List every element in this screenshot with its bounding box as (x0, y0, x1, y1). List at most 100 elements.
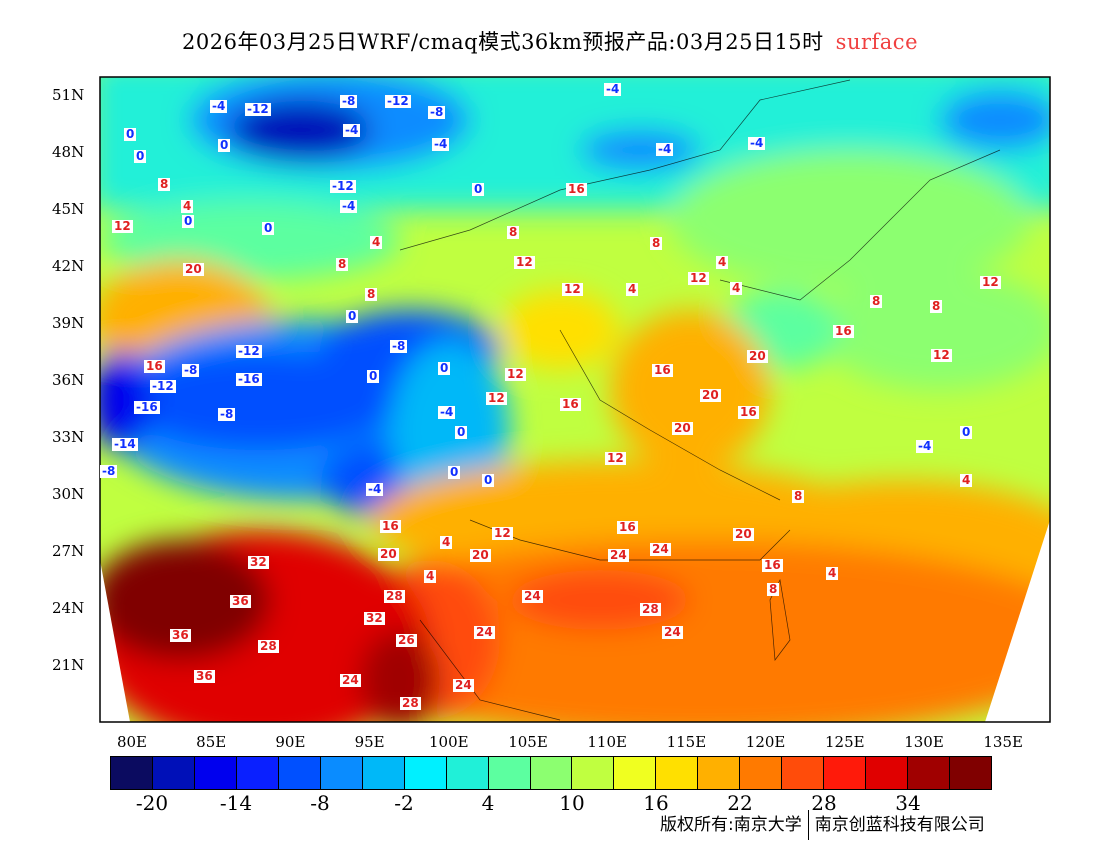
contour-label: 24 (662, 625, 683, 639)
contour-label: -4 (210, 99, 228, 113)
contour-label: -8 (100, 464, 118, 478)
contour-label: -4 (916, 439, 934, 453)
contour-label: 16 (833, 324, 854, 338)
lon-tick-label: 120E (745, 733, 786, 751)
contour-label: 16 (652, 363, 673, 377)
contour-label: 36 (194, 669, 215, 683)
contour-label: -4 (366, 482, 384, 496)
colorbar-swatch (866, 757, 909, 789)
colorbar-tick-label: 4 (481, 791, 495, 815)
contour-label: 12 (505, 367, 526, 381)
contour-label: 8 (930, 299, 943, 313)
colorbar-swatch (446, 757, 489, 789)
contour-label: 24 (650, 542, 671, 556)
contour-label: 20 (672, 421, 693, 435)
contour-label: 16 (380, 519, 401, 533)
level-label: surface (835, 30, 918, 54)
colorbar-swatch (614, 757, 657, 789)
contour-label: 4 (440, 535, 453, 549)
colorbar-swatch (236, 757, 279, 789)
contour-label: 32 (364, 611, 385, 625)
contour-label: 8 (767, 582, 780, 596)
contour-label: 20 (747, 349, 768, 363)
contour-label: 0 (262, 221, 275, 235)
copyright-text: 版权所有:南京大学 (660, 815, 802, 835)
temperature-field (100, 77, 1050, 722)
colorbar-tick-label: 28 (811, 791, 837, 815)
lon-tick-label: 85E (196, 733, 227, 751)
contour-label: 0 (367, 369, 380, 383)
lon-tick-label: 125E (825, 733, 865, 751)
contour-label: 12 (562, 282, 583, 296)
contour-label: -4 (604, 82, 622, 96)
contour-label: 12 (605, 451, 626, 465)
contour-label: 4 (716, 255, 729, 269)
contour-label: 24 (522, 589, 543, 603)
boundary-lines (399, 79, 1001, 721)
colorbar-swatch (572, 757, 615, 789)
lat-tick-label: 39N (52, 314, 85, 332)
contour-label: 20 (378, 547, 399, 561)
contour-label: 24 (608, 548, 629, 562)
lon-tick-label: 130E (904, 733, 944, 751)
contour-label: 0 (472, 182, 485, 196)
colorbar-tick-label: 34 (895, 791, 921, 815)
contour-label: 12 (514, 255, 535, 269)
colorbar-swatch (404, 757, 447, 789)
contour-label: -8 (182, 363, 200, 377)
contour-label: 32 (248, 555, 269, 569)
contour-label: 0 (438, 361, 451, 375)
colorbar-tick-label: -20 (135, 791, 169, 815)
contour-label: -12 (245, 102, 271, 116)
contour-label: -8 (390, 339, 408, 353)
contour-label: 20 (183, 262, 204, 276)
lat-tick-label: 27N (52, 542, 85, 560)
contour-label: 12 (980, 275, 1001, 289)
contour-label: 4 (181, 199, 194, 213)
map-title: 2026年03月25日WRF/cmaq模式36km预报产品:03月25日15时 s… (0, 26, 1100, 56)
lon-tick-label: 135E (983, 733, 1023, 751)
colorbar-tick-label: -8 (310, 791, 330, 815)
contour-label: -8 (428, 105, 446, 119)
lat-tick-label: 42N (52, 257, 85, 275)
colorbar (110, 756, 992, 790)
contour-label: 24 (340, 673, 361, 687)
contour-label: 16 (560, 397, 581, 411)
contour-label: -12 (330, 179, 356, 193)
contour-label: 36 (230, 594, 251, 608)
contour-label: -8 (340, 94, 358, 108)
contour-label: -16 (236, 372, 262, 386)
contour-label: 8 (336, 257, 349, 271)
contour-label: -14 (112, 437, 138, 451)
contour-label: 4 (370, 235, 383, 249)
title-text: 2026年03月25日WRF/cmaq模式36km预报产品:03月25日15时 (182, 30, 824, 54)
lat-tick-label: 36N (52, 371, 85, 389)
colorbar-tick-label: 10 (559, 791, 585, 815)
contour-label: 12 (688, 271, 709, 285)
colorbar-tick-label: 16 (643, 791, 669, 815)
contour-label: 28 (384, 589, 405, 603)
contour-label: -12 (236, 344, 262, 358)
contour-label: 28 (640, 602, 661, 616)
lon-tick-label: 95E (354, 733, 385, 751)
lat-tick-label: 21N (52, 656, 85, 674)
copyright-footer: 版权所有:南京大学 南京创蓝科技有限公司 (660, 810, 985, 840)
contour-label: 4 (424, 569, 437, 583)
colorbar-swatch (950, 757, 992, 789)
contour-label: 16 (738, 405, 759, 419)
colorbar-tick-label: -14 (219, 791, 253, 815)
colorbar-swatch (908, 757, 951, 789)
contour-label: 0 (134, 149, 147, 163)
colorbar-swatch (824, 757, 867, 789)
contour-label: 26 (396, 633, 417, 647)
contour-label: -4 (343, 123, 361, 137)
lat-tick-label: 24N (52, 599, 85, 617)
lon-tick-label: 115E (666, 733, 707, 751)
colorbar-swatch (656, 757, 699, 789)
contour-label: -4 (438, 405, 456, 419)
contour-label: 4 (826, 566, 839, 580)
contour-label: 8 (792, 489, 805, 503)
contour-label: 12 (112, 219, 133, 233)
contour-label: -12 (385, 94, 411, 108)
colorbar-swatch (194, 757, 237, 789)
